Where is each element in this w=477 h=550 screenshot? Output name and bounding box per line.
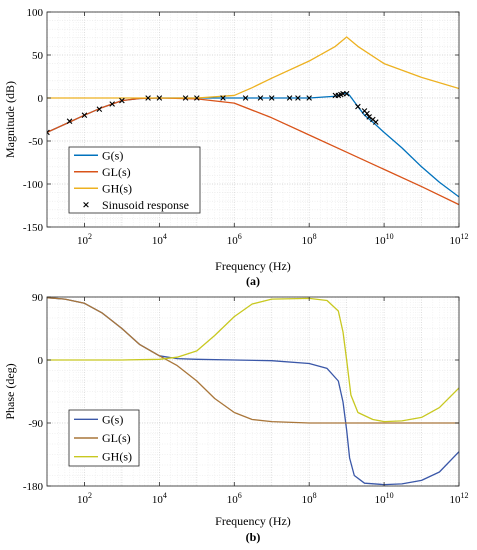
chart-a-marker-sinusoid-response xyxy=(268,95,275,101)
chart-a-marker-sinusoid-response xyxy=(47,129,50,136)
chart-a-marker-sinusoid-response xyxy=(366,114,372,120)
chart-a-legend-label-gl-s: GL(s) xyxy=(102,165,131,179)
chart-a-y-tick-label: 0 xyxy=(38,93,44,105)
chart-a-legend-label-gh-s: GH(s) xyxy=(102,181,132,195)
chart-a-x-tick-label: 104 xyxy=(152,232,167,247)
chart-a-marker-sinusoid-response xyxy=(96,106,103,112)
chart-b-legend-label-gh-s: GH(s) xyxy=(102,450,132,464)
chart-a-y-axis-label: Magnitude (dB) xyxy=(3,81,17,158)
chart-a-y-tick-label: -100 xyxy=(23,179,44,191)
chart-a-marker-sinusoid-response xyxy=(119,97,125,104)
chart-a-legend: G(s) GL(s) GH(s) Sinusoid response xyxy=(68,146,201,214)
chart-a-marker-sinusoid-response xyxy=(364,110,370,117)
chart-a-x-axis-label: Frequency (Hz) xyxy=(215,259,291,273)
chart-b-legend: G(s) GL(s) GH(s) xyxy=(68,409,140,467)
chart-b-y-tick-label: -90 xyxy=(28,418,43,430)
chart-a-marker-sinusoid-response xyxy=(286,95,293,101)
chart-b-x-tick-label: 104 xyxy=(152,491,167,506)
chart-a-marker-sinusoid-response xyxy=(306,95,312,101)
chart-a-marker-sinusoid-response xyxy=(220,95,226,101)
chart-b-x-axis-label: Frequency (Hz) xyxy=(215,514,291,528)
chart-a-marker-sinusoid-response xyxy=(81,112,88,118)
magnitude-plot: 100 50 0 -50 -100 -150 102 104 106 108 1010 1012 Fre… xyxy=(3,7,469,288)
chart-a-series-gl-s xyxy=(47,97,459,206)
chart-a-y-tick-label: -50 xyxy=(28,136,43,148)
chart-a-grid xyxy=(46,11,460,228)
chart-a-marker-sinusoid-response xyxy=(194,95,200,101)
chart-a-x-tick-label: 1010 xyxy=(375,232,394,247)
chart-a-x-tick-label: 1012 xyxy=(450,232,469,247)
chart-b-legend-label-gl-s: GL(s) xyxy=(102,431,131,445)
chart-b-x-tick-label: 108 xyxy=(302,491,317,506)
chart-a-series-gh-s xyxy=(47,36,459,99)
chart-a-marker-sinusoid-response xyxy=(182,95,189,101)
chart-b-legend-label-g-s: G(s) xyxy=(102,412,123,426)
chart-a-caption: (a) xyxy=(246,274,260,288)
chart-a-marker-sinusoid-response xyxy=(145,95,151,101)
chart-b-y-tick-label: 0 xyxy=(38,355,44,367)
chart-a-marker-sinusoid-response xyxy=(355,103,361,110)
chart-b-caption: (b) xyxy=(246,530,261,544)
chart-b-series-group xyxy=(47,297,459,486)
chart-a-marker-sinusoid-response xyxy=(242,95,249,101)
chart-b-y-tick-label: -180 xyxy=(23,481,44,493)
chart-a-axes-box xyxy=(46,11,460,228)
chart-b-y-axis-label: Phase (deg) xyxy=(3,363,17,419)
chart-b-series-gh-s xyxy=(47,297,459,423)
chart-b-x-tick-label: 102 xyxy=(77,491,92,506)
chart-a-marker-sinusoid-response xyxy=(156,95,163,101)
chart-a-x-tick-label: 102 xyxy=(77,232,92,247)
chart-b-y-tick-label: 90 xyxy=(32,292,44,304)
chart-a-legend-label-sinusoid-response: Sinusoid response xyxy=(102,198,189,212)
chart-a-x-tick-label: 106 xyxy=(227,232,242,247)
chart-b-axes-box xyxy=(46,296,460,487)
chart-a-marker-sinusoid-response xyxy=(257,95,264,101)
chart-a-y-tick-label: 50 xyxy=(32,50,44,62)
chart-a-x-tick-label: 108 xyxy=(302,232,317,247)
chart-b-x-tick-label: 1010 xyxy=(375,491,394,506)
chart-a-legend-label-g-s: G(s) xyxy=(102,148,123,162)
chart-b-series-gl-s xyxy=(47,297,459,424)
chart-a-series-group xyxy=(47,36,459,206)
phase-plot: 90 0 -90 -180 102 104 106 108 1010 1012 Frequency … xyxy=(3,292,469,544)
chart-b-x-tick-label: 1012 xyxy=(450,491,469,506)
chart-a-marker-sinusoid-response xyxy=(343,90,350,97)
chart-a-marker-sinusoid-response xyxy=(372,119,379,125)
chart-a-y-tick-label: -150 xyxy=(23,222,44,234)
chart-b-x-tick-label: 106 xyxy=(227,491,242,506)
chart-a-legend-swatch-sinusoid-response xyxy=(83,201,89,208)
chart-a-marker-sinusoid-response xyxy=(109,101,115,107)
chart-a-legend-box xyxy=(68,146,201,214)
chart-a-marker-sinusoid-response xyxy=(66,118,73,125)
chart-a-marker-sinusoid-response xyxy=(295,95,301,101)
chart-a-y-tick-label: 100 xyxy=(27,7,44,19)
